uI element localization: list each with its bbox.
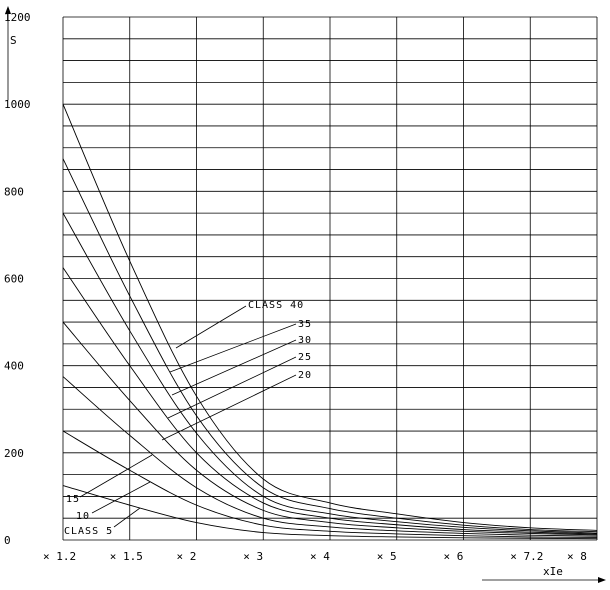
series-label-leader <box>169 323 297 373</box>
series-line <box>62 376 598 537</box>
x-tick-label: × 7.2 <box>510 550 543 563</box>
series-labels: CLASS 40 35 30 25 20 15 10 CLASS 5 <box>64 300 312 537</box>
series-label-leader <box>175 305 247 349</box>
y-tick-label: 400 <box>4 360 24 373</box>
curves <box>62 103 598 540</box>
x-tick-label: × 4 <box>310 550 330 563</box>
x-tick-label: × 6 <box>444 550 464 563</box>
y-tick-label: 1000 <box>4 98 31 111</box>
x-axis-label: xIe <box>543 565 563 578</box>
series-label: 15 <box>66 494 80 505</box>
series-line <box>62 103 598 531</box>
grid <box>62 16 598 541</box>
series-label-leader <box>167 356 297 419</box>
series-label: CLASS 40 <box>248 300 304 311</box>
y-axis-arrow-head <box>5 6 11 14</box>
y-tick-label: 800 <box>4 185 24 198</box>
tick-labels: 0 200 400 600 800 1000 1200 × 1.2 × 1.5 × 2 × 3 × 4… <box>4 11 587 563</box>
y-tick-label: 600 <box>4 273 24 286</box>
y-tick-label: 0 <box>4 534 11 547</box>
series-label-leader <box>161 374 297 441</box>
x-tick-label: × 5 <box>377 550 397 563</box>
x-tick-label: × 1.5 <box>110 550 143 563</box>
series-line <box>62 267 598 535</box>
x-tick-label: × 3 <box>243 550 263 563</box>
series-label: 30 <box>298 335 312 346</box>
x-tick-label: × 8 <box>567 550 587 563</box>
series-line <box>62 430 598 538</box>
y-tick-label: 200 <box>4 447 24 460</box>
series-label-leader <box>171 339 297 396</box>
series-label: 20 <box>298 370 312 381</box>
series-label: 10 <box>76 511 90 522</box>
y-tick-label: 1200 <box>4 11 31 24</box>
series-label: 25 <box>298 352 312 363</box>
y-axis-label: S <box>10 34 17 47</box>
series-line <box>62 321 598 536</box>
series-label-leader <box>91 481 151 514</box>
series-label: 35 <box>298 319 312 330</box>
series-label-leader <box>79 454 153 498</box>
series-line <box>62 485 598 540</box>
series-label: CLASS 5 <box>64 526 113 537</box>
x-axis-arrow-head <box>598 577 606 583</box>
series-label-leader <box>113 507 141 528</box>
x-tick-label: × 1.2 <box>43 550 76 563</box>
series-line <box>62 212 598 534</box>
series-line <box>62 158 598 533</box>
x-tick-label: × 2 <box>177 550 197 563</box>
